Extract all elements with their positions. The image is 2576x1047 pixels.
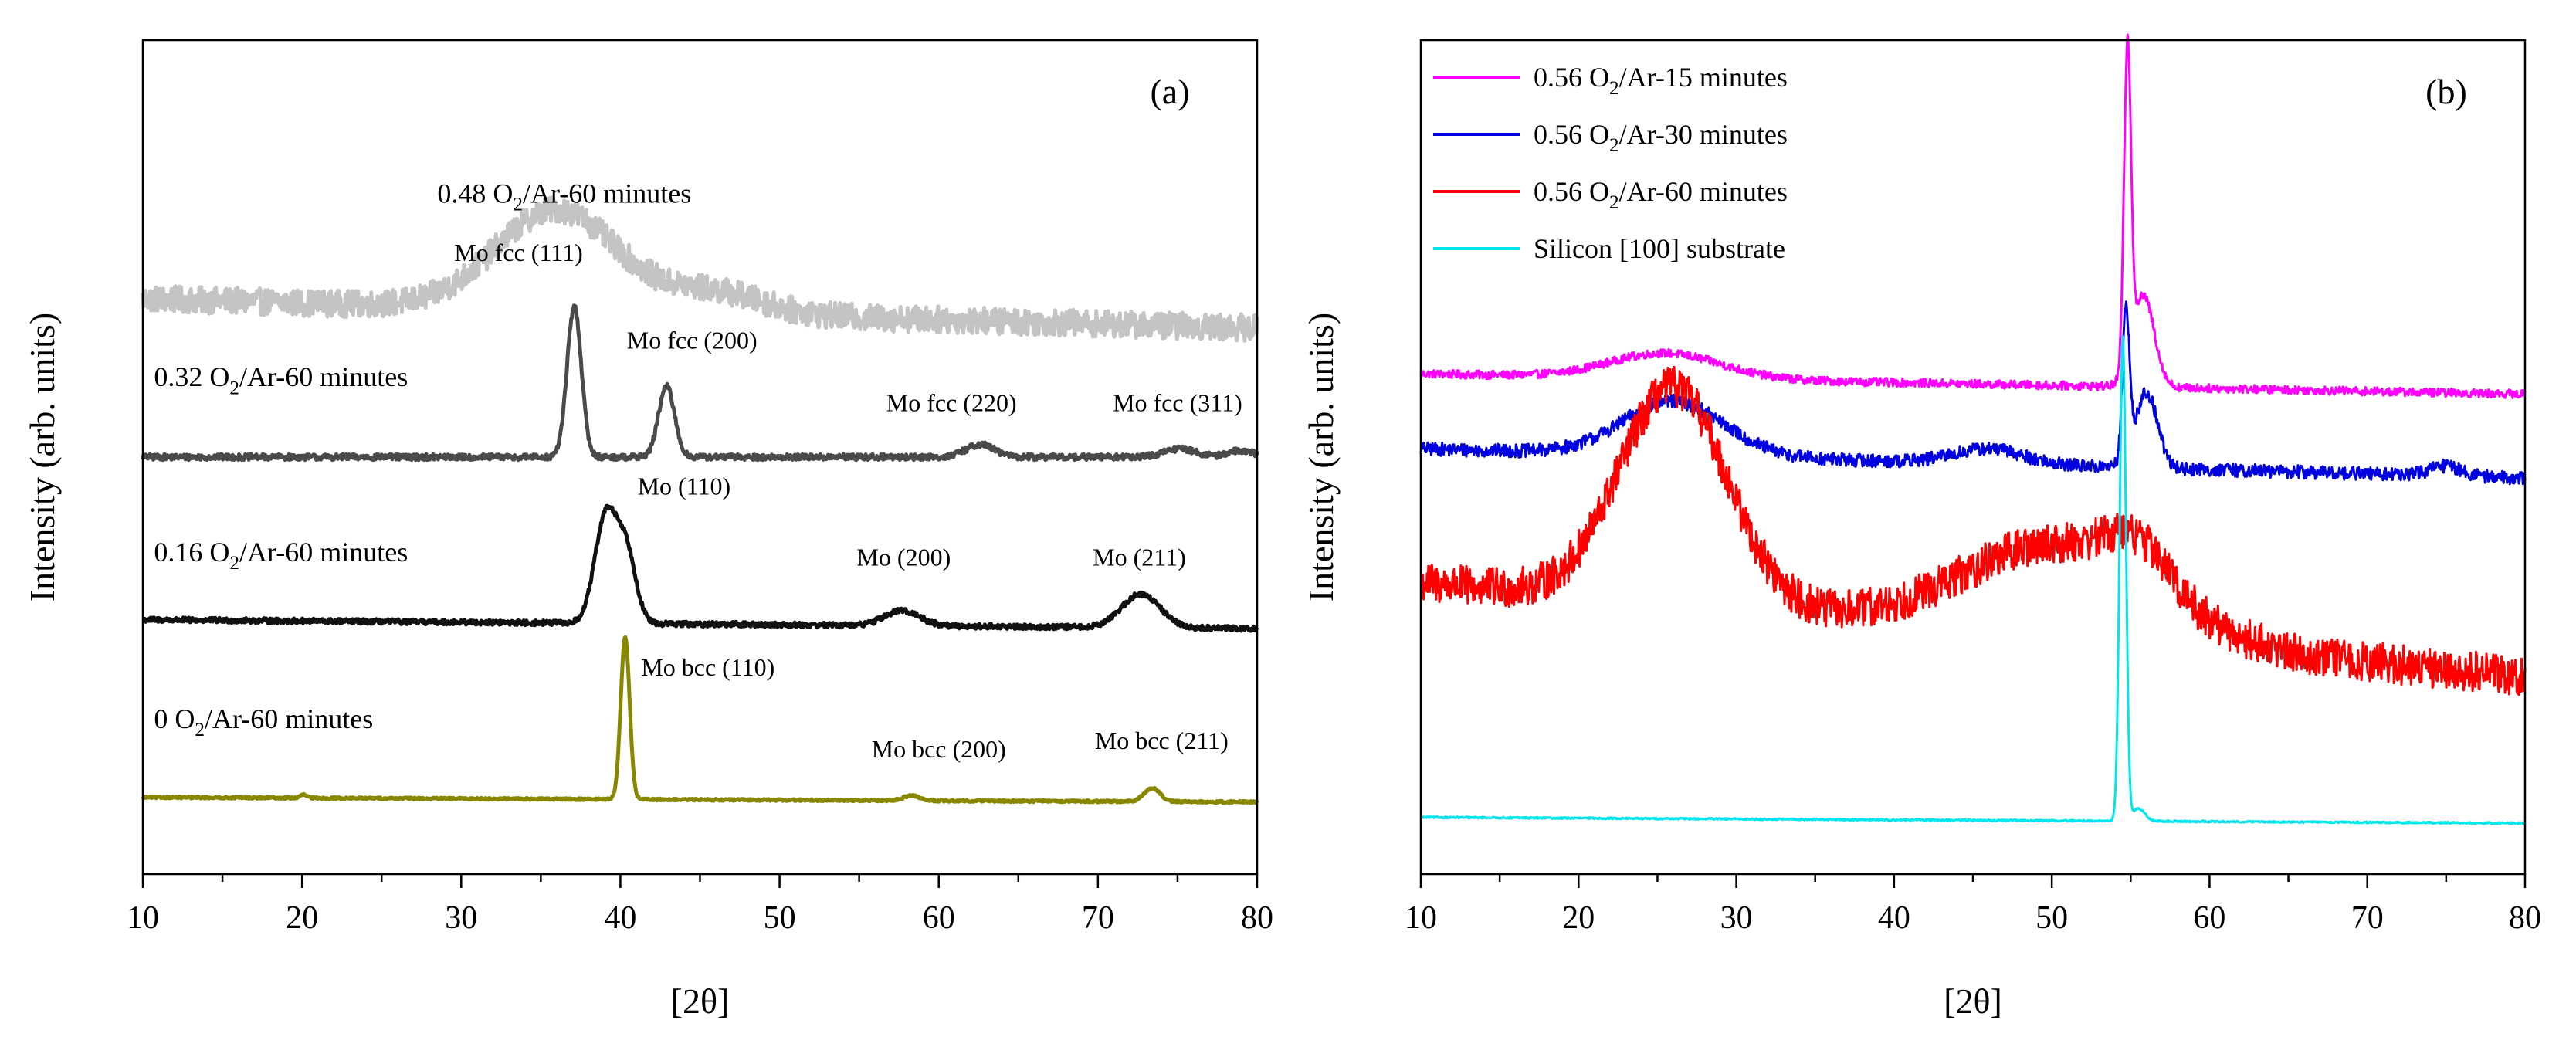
peak-annotation: Mo (211) bbox=[1093, 543, 1186, 571]
chart-a-svg: 10 20 30 40 50 60 70 80 [2θ] Intensity (arb. unit… bbox=[22, 39, 1273, 1021]
series-label-4: 0 O2/Ar-60 minutes bbox=[154, 703, 373, 740]
chart-b-legend-group: 0.56 O2/Ar-15 minutes 0.56 O2/Ar-30 minut… bbox=[1433, 62, 1788, 264]
series-line-3 bbox=[141, 503, 1259, 633]
peak-annotation: Mo fcc (111) bbox=[454, 239, 582, 266]
legend-label-3: 0.56 O2/Ar-60 minutes bbox=[1534, 176, 1788, 213]
series-line-3 bbox=[1419, 365, 2527, 696]
x-tick-label: 40 bbox=[1878, 900, 1910, 936]
y-axis-label: Intensity (arb. units) bbox=[22, 313, 62, 601]
legend-label-1: 0.56 O2/Ar-15 minutes bbox=[1534, 62, 1788, 99]
x-tick-label: 40 bbox=[604, 900, 636, 936]
legend-label-4: Silicon [100] substrate bbox=[1534, 233, 1785, 264]
panel-tag: (b) bbox=[2425, 72, 2467, 111]
chart-panel-a: 10 20 30 40 50 60 70 80 [2θ] Intensity (arb. unit… bbox=[22, 39, 1273, 1021]
chart-panel-b: 10 20 30 40 50 60 70 80 [2θ] Intensity (arb. unit… bbox=[1288, 0, 2576, 1047]
x-tick-label: 60 bbox=[2193, 900, 2225, 936]
series-line-4 bbox=[1419, 335, 2527, 825]
x-tick-label: 50 bbox=[2035, 900, 2068, 936]
x-tick-label: 80 bbox=[2509, 900, 2541, 936]
chart-b-svg: 10 20 30 40 50 60 70 80 [2θ] Intensity (arb. unit… bbox=[1301, 33, 2541, 1021]
x-axis-label: [2θ] bbox=[1944, 981, 2002, 1021]
legend-label-2: 0.56 O2/Ar-30 minutes bbox=[1534, 119, 1788, 156]
chart-a-annotations-group: 0.48 O2/Ar-60 minutes 0.32 O2/Ar-60 minut… bbox=[154, 178, 1242, 763]
x-tick-label: 50 bbox=[764, 900, 796, 936]
series-line-1 bbox=[1419, 33, 2527, 399]
chart-b-axes-group: 10 20 30 40 50 60 70 80 [2θ] Intensity (arb. unit… bbox=[1301, 39, 2541, 1021]
x-tick-label: 60 bbox=[923, 900, 955, 936]
series-line-2 bbox=[141, 303, 1259, 463]
series-label-3: 0.16 O2/Ar-60 minutes bbox=[154, 537, 408, 574]
series-label-2: 0.32 O2/Ar-60 minutes bbox=[154, 361, 408, 398]
chart-b-series-group bbox=[1419, 33, 2527, 825]
x-axis-label: [2θ] bbox=[671, 981, 730, 1021]
peak-annotation: Mo fcc (311) bbox=[1113, 389, 1242, 417]
peak-annotation: Mo (110) bbox=[638, 473, 731, 500]
x-tick-label: 80 bbox=[1241, 900, 1273, 936]
x-tick-label: 70 bbox=[2351, 900, 2384, 936]
chart-a-series-group bbox=[141, 195, 1259, 805]
x-tick-label: 30 bbox=[1720, 900, 1753, 936]
plot-frame bbox=[1419, 39, 2527, 876]
peak-annotation: Mo bcc (110) bbox=[641, 653, 774, 681]
peak-annotation: Mo bcc (200) bbox=[872, 735, 1006, 763]
series-label-1: 0.48 O2/Ar-60 minutes bbox=[437, 178, 691, 215]
series-line-1 bbox=[141, 195, 1259, 343]
chart-a-axes-group: 10 20 30 40 50 60 70 80 [2θ] Intensity (arb. unit… bbox=[22, 39, 1273, 1021]
x-tick-label: 70 bbox=[1082, 900, 1114, 936]
peak-annotation: Mo fcc (200) bbox=[627, 327, 758, 354]
peak-annotation: Mo bcc (211) bbox=[1095, 727, 1229, 754]
x-tick-label: 20 bbox=[286, 900, 318, 936]
panel-tag: (a) bbox=[1150, 72, 1189, 111]
x-tick-label: 10 bbox=[127, 900, 159, 936]
series-line-2 bbox=[1419, 300, 2527, 486]
y-axis-label: Intensity (arb. units) bbox=[1301, 313, 1341, 601]
series-line-4 bbox=[141, 635, 1259, 805]
x-tick-label: 20 bbox=[1562, 900, 1595, 936]
peak-annotation: Mo (200) bbox=[856, 543, 951, 571]
x-tick-label: 30 bbox=[445, 900, 477, 936]
x-tick-label: 10 bbox=[1405, 900, 1437, 936]
peak-annotation: Mo fcc (220) bbox=[886, 389, 1017, 417]
